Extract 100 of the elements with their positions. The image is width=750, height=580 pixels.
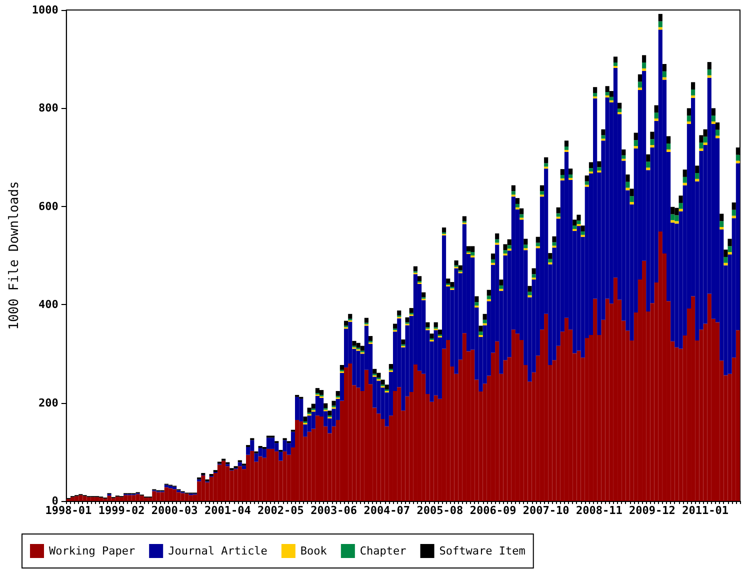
legend-label: Working Paper	[49, 544, 136, 558]
bar	[568, 174, 573, 178]
bar	[572, 226, 577, 229]
bar	[605, 92, 610, 96]
bar	[478, 326, 483, 332]
bar	[401, 339, 406, 344]
bar	[724, 256, 728, 263]
bar	[238, 466, 242, 501]
bar	[564, 140, 569, 146]
bar	[605, 298, 610, 501]
bar	[278, 452, 283, 461]
bar	[678, 196, 683, 203]
bar	[176, 492, 181, 501]
x-tick-label: 2003-06	[310, 504, 358, 517]
bar	[736, 330, 740, 501]
bar	[716, 322, 720, 501]
bar	[86, 497, 91, 501]
bar	[515, 334, 520, 501]
x-tick-label: 1999-02	[98, 504, 145, 517]
bar	[658, 14, 662, 22]
bar	[413, 364, 418, 501]
bar	[474, 296, 479, 302]
bar	[634, 140, 638, 146]
bar	[348, 314, 352, 319]
bar	[511, 185, 516, 192]
bar	[618, 108, 622, 112]
bar	[332, 400, 336, 406]
bar	[422, 374, 426, 501]
bar	[446, 278, 450, 284]
bar	[442, 228, 446, 232]
bar	[295, 396, 300, 420]
bar	[707, 62, 712, 70]
bar	[184, 494, 189, 501]
bar	[405, 317, 410, 322]
x-tick-label: 2009-12	[629, 504, 676, 517]
bar	[613, 62, 618, 66]
bar	[470, 246, 475, 252]
bar	[352, 340, 356, 346]
bar	[270, 438, 275, 449]
bar	[422, 292, 426, 298]
bar	[674, 221, 679, 224]
bar	[511, 191, 516, 195]
bar	[250, 440, 254, 451]
bar	[576, 220, 581, 224]
y-tick-label: 800	[38, 102, 58, 115]
bar	[490, 254, 496, 260]
bar	[556, 207, 560, 214]
bar	[503, 250, 508, 254]
bar	[593, 92, 598, 96]
bar	[454, 260, 458, 266]
bar	[368, 336, 373, 341]
x-tick-label: 2005-08	[416, 504, 464, 517]
bar	[348, 364, 352, 501]
bar	[626, 174, 630, 182]
bar	[618, 102, 622, 109]
bar	[662, 64, 667, 72]
x-tick-label: 2006-09	[470, 504, 516, 517]
bar	[115, 496, 120, 501]
bar	[450, 282, 454, 287]
bar	[622, 155, 626, 159]
legend-label: Software Item	[439, 544, 526, 558]
bar	[409, 308, 414, 313]
bar	[638, 88, 642, 90]
bar	[434, 395, 438, 501]
bar	[613, 278, 618, 501]
bar	[642, 55, 646, 63]
bar	[670, 206, 675, 214]
bar	[728, 238, 732, 246]
bar	[397, 387, 402, 501]
bar	[180, 493, 185, 501]
bar	[246, 454, 250, 501]
bar	[328, 410, 332, 416]
bar	[678, 208, 683, 212]
x-tick-label: 1998-01	[45, 504, 92, 517]
bar	[282, 451, 287, 501]
bar	[384, 384, 389, 390]
bar	[466, 246, 471, 252]
bar	[634, 132, 638, 140]
bar	[482, 314, 487, 320]
bar	[376, 372, 381, 378]
x-tick-label: 2007-10	[522, 504, 570, 517]
bar	[674, 208, 679, 216]
bar	[392, 324, 398, 329]
bar	[307, 432, 312, 501]
bar	[470, 350, 475, 501]
bar	[242, 466, 246, 470]
bar	[217, 464, 222, 501]
bar	[266, 438, 271, 449]
bar	[474, 302, 479, 306]
bar	[670, 214, 675, 220]
legend-label: Book	[300, 544, 328, 558]
bar	[642, 260, 646, 501]
bar	[654, 105, 658, 113]
bar	[524, 244, 528, 248]
x-tick-label: 2008-11	[576, 504, 623, 517]
bar	[691, 90, 696, 96]
bar	[580, 231, 585, 235]
bar	[686, 116, 692, 122]
bar	[99, 498, 104, 501]
bar	[111, 498, 116, 501]
